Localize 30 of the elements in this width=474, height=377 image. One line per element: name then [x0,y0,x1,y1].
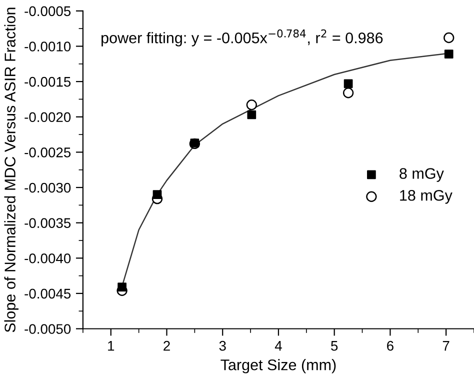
y-tick-label: -0.0015 [24,76,71,87]
x-tick-label: 4 [274,341,282,351]
point [342,88,354,98]
y-tick-label: -0.0035 [24,218,71,228]
y-axis-title: Slope of Normalized MDC Versus ASIR Fraction [4,8,18,332]
y-tick-label: -0.0050 [24,324,71,334]
annotation: power fitting: y = -0.005x$^{−0.784}$, r$^{2}$ = 0.986 [102,29,383,46]
y-tick-label: -0.0020 [24,112,71,122]
x-tick-label: 6 [387,340,394,351]
point [247,110,256,120]
y-tick-label: -0.0040 [24,253,71,264]
point [246,100,257,110]
x-tick-label: 7 [442,341,450,351]
y-tick-label: -0.0025 [24,148,71,158]
y-tick-label: -0.0030 [24,182,71,193]
x-axis-title: Target Size (mm) [220,359,336,374]
point [118,282,126,292]
point [152,190,162,199]
x-tick-label: 1 [108,341,114,351]
x-tick-label: 3 [219,340,226,351]
y-tick-label: -0.0045 [24,288,71,299]
legend-label: 18 mGy [400,190,452,204]
legend-label: 8 mGy [400,168,444,182]
point [444,32,454,44]
point [444,50,454,58]
y-tick-label: -0.0005 [24,6,71,16]
point [344,79,353,88]
x-tick-label: 5 [331,341,338,351]
y-tick-label: -0.0010 [24,42,71,52]
x-tick-label: 2 [164,340,170,351]
